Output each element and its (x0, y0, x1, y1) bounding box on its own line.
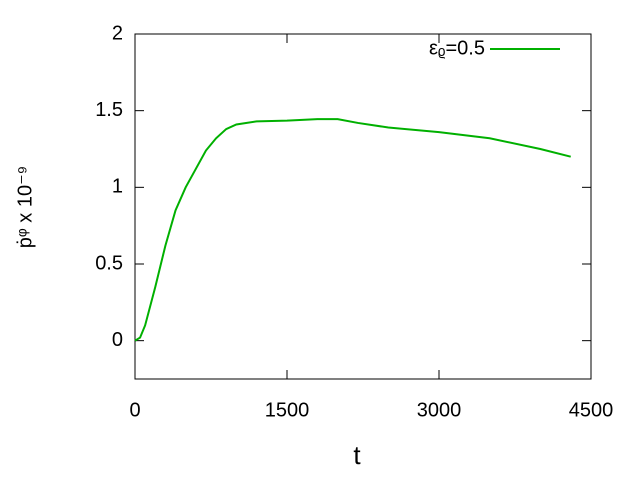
x-tick-label: 0 (129, 399, 140, 421)
x-tick-label: 3000 (417, 399, 462, 421)
x-tick-label: 4500 (569, 399, 614, 421)
x-axis-label: t (353, 440, 361, 470)
data-line (134, 118, 571, 342)
y-tick-label: 1.5 (95, 99, 123, 121)
x-tick-label: 1500 (265, 399, 310, 421)
plot-frame (134, 33, 592, 380)
legend-label: εᵨ=0.5 (429, 37, 485, 59)
y-tick-label: 0.5 (95, 252, 123, 274)
y-axis-label: ṗᵠ x 10⁻⁹ (14, 166, 36, 248)
y-tick-label: 0 (112, 329, 123, 351)
y-tick-label: 2 (112, 22, 123, 44)
y-tick-label: 1 (112, 176, 123, 198)
